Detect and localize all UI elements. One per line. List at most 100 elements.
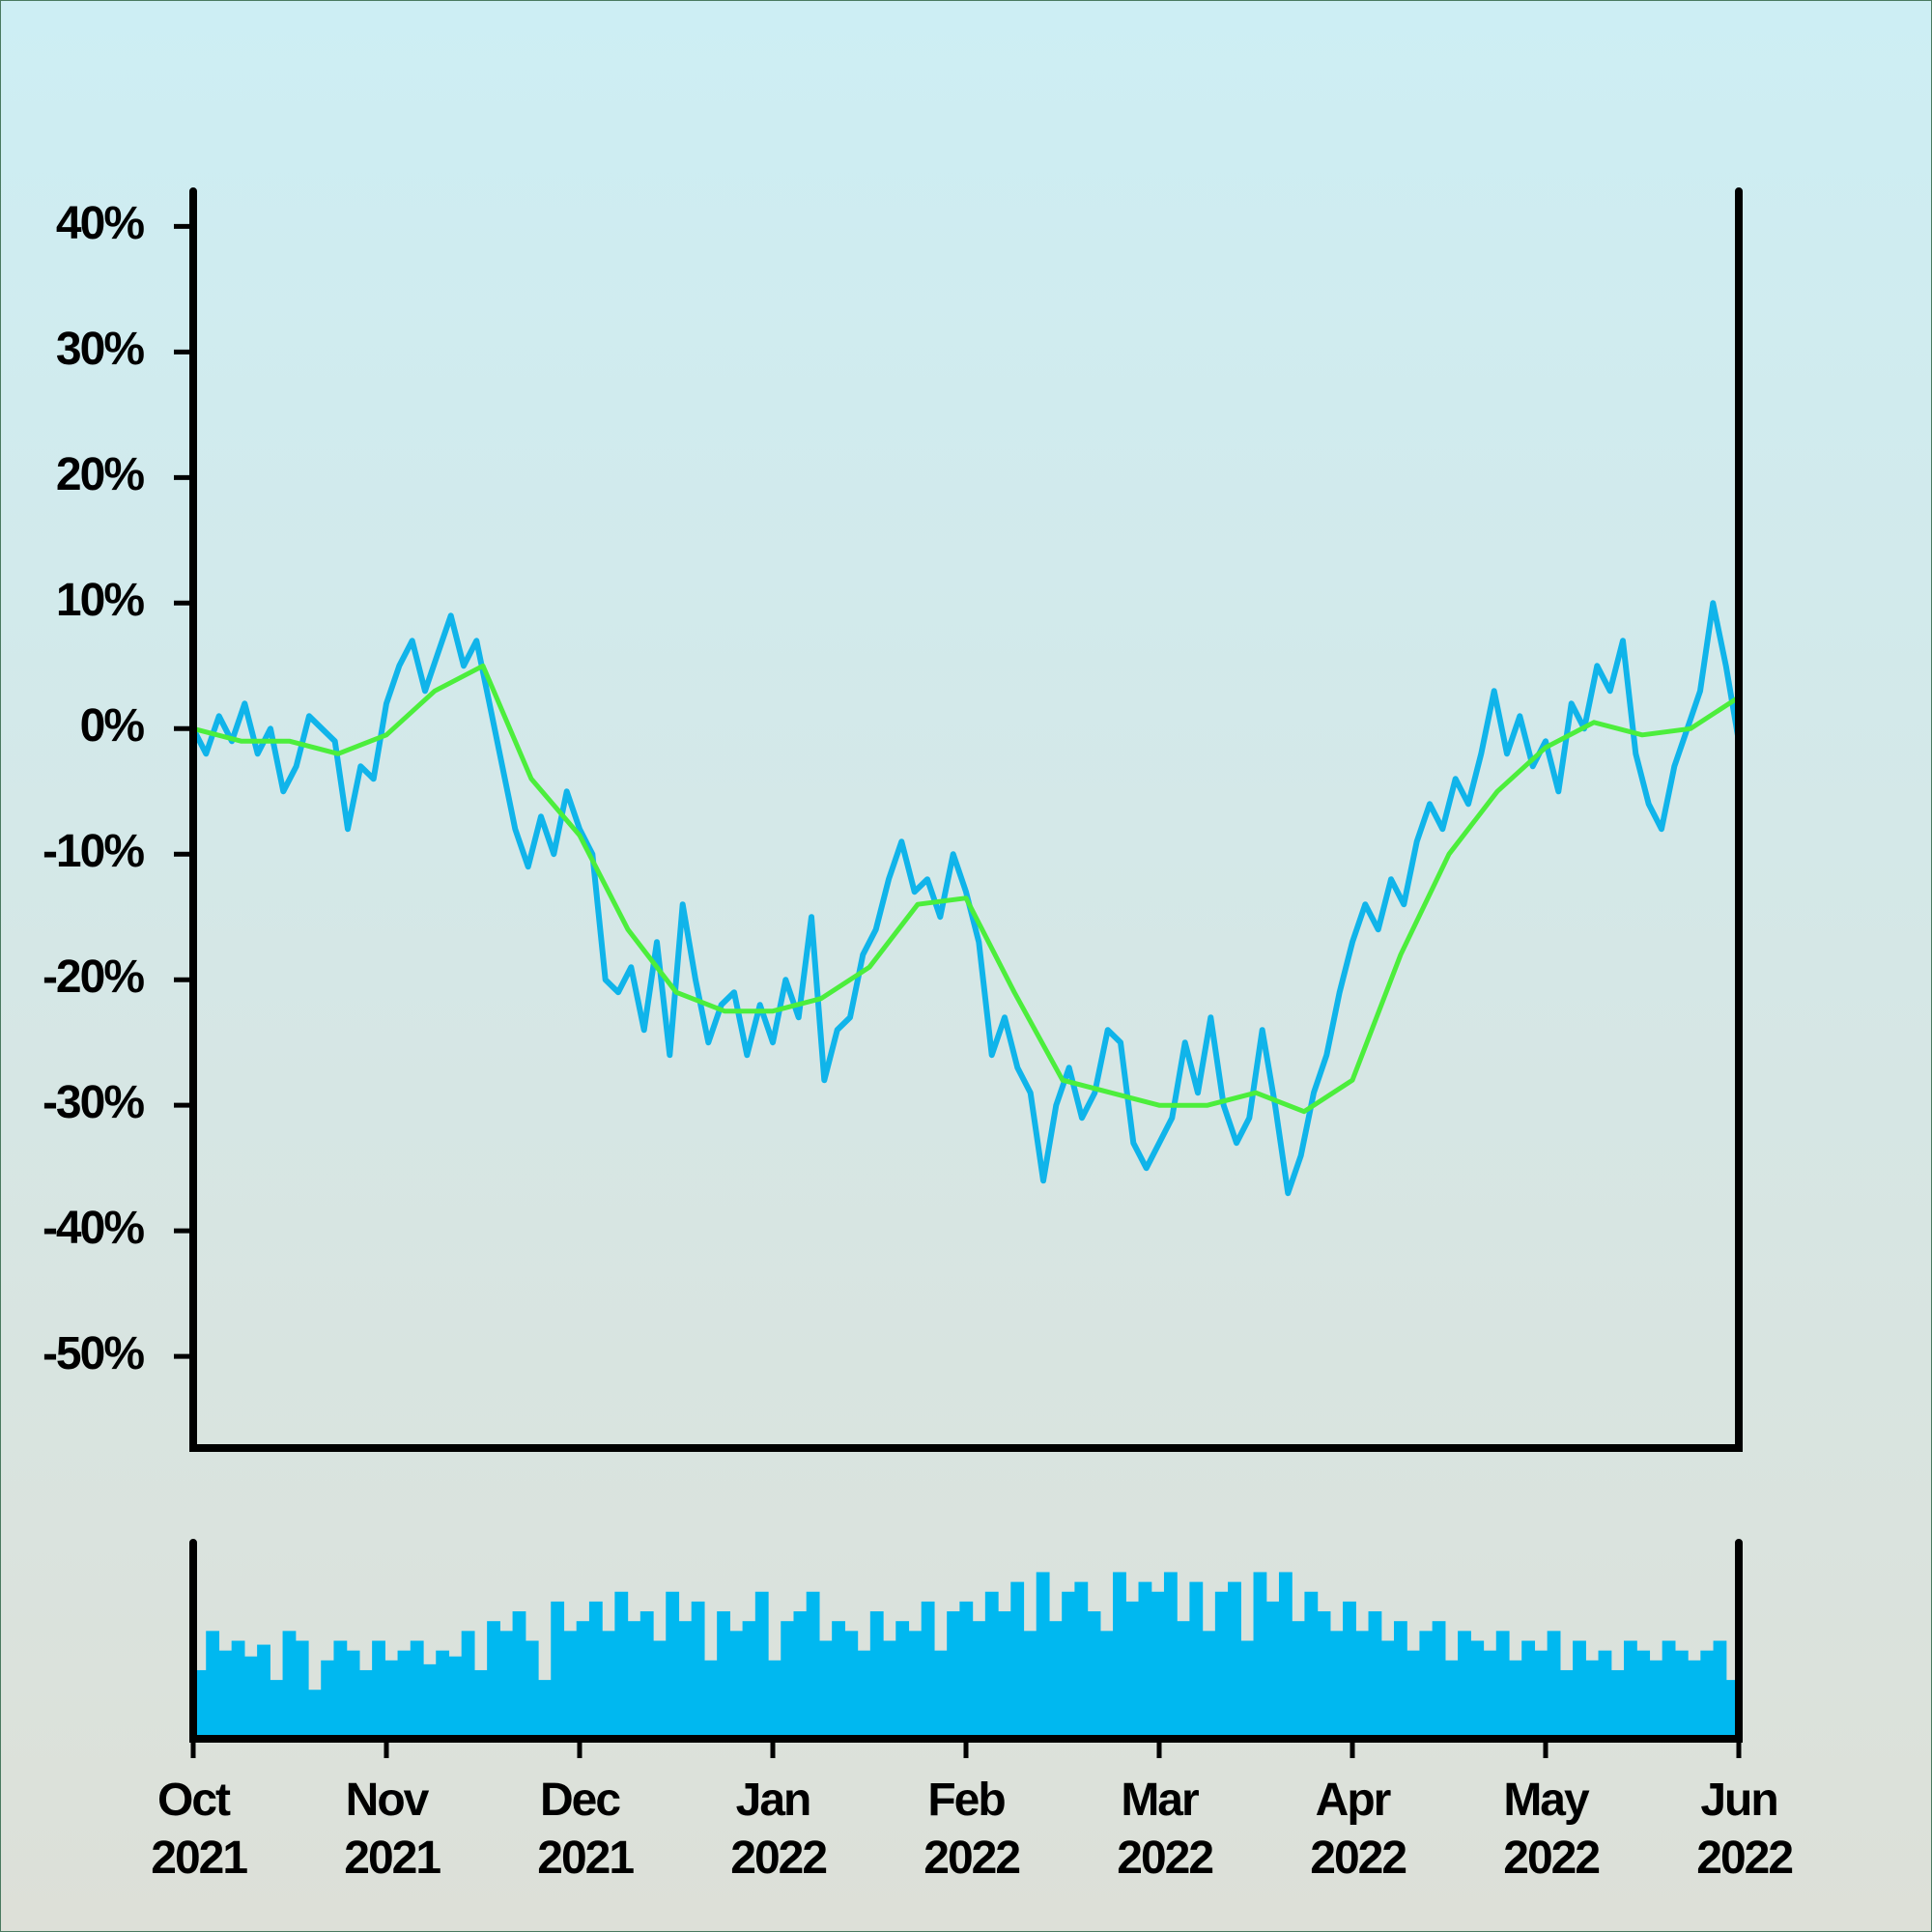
x-tick-label: Oct 2021: [140, 1775, 247, 1884]
volume-bar: [691, 1601, 705, 1739]
volume-bar: [1470, 1640, 1485, 1739]
volume-bar: [639, 1611, 654, 1739]
volume-bar: [653, 1640, 667, 1739]
volume-bar: [984, 1591, 999, 1739]
volume-bar: [1458, 1631, 1471, 1739]
volume-bar: [270, 1680, 284, 1739]
x-tick-label: Apr 2022: [1299, 1775, 1406, 1884]
volume-bar: [1368, 1611, 1382, 1739]
x-tick-label-line: 2022: [1686, 1833, 1792, 1884]
volume-bar: [243, 1656, 258, 1739]
x-tick-label-line: 2021: [333, 1833, 440, 1884]
volume-bar: [972, 1621, 986, 1739]
volume-bar: [895, 1621, 910, 1739]
volume-bar: [1559, 1669, 1574, 1739]
volume-bar: [1189, 1581, 1204, 1739]
volume-bar: [998, 1611, 1011, 1739]
x-tick-label-line: 2022: [913, 1833, 1019, 1884]
volume-bar: [295, 1640, 309, 1739]
volume-bar: [1304, 1591, 1319, 1739]
volume-bar: [1125, 1601, 1140, 1739]
volume-bar: [1432, 1621, 1446, 1739]
volume-bar: [857, 1650, 871, 1739]
volume-bar: [410, 1640, 424, 1739]
volume-bar: [883, 1640, 896, 1739]
volume-bar: [678, 1621, 693, 1739]
volume-bar: [1202, 1631, 1216, 1739]
volume-bar: [703, 1660, 718, 1739]
volume-bar: [282, 1631, 297, 1739]
volume-bar: [1177, 1621, 1191, 1739]
y-tick-label: 10%: [56, 575, 144, 626]
x-tick-label: Dec 2021: [526, 1775, 634, 1884]
volume-bar: [1023, 1631, 1037, 1739]
x-tick-label-line: 2022: [1492, 1833, 1599, 1884]
volume-bar: [1087, 1611, 1101, 1739]
x-tick-label-line: Feb: [927, 1775, 1005, 1826]
volume-bar: [397, 1650, 412, 1739]
x-tick-label-line: Jan: [736, 1775, 810, 1826]
volume-bar: [1713, 1640, 1727, 1739]
volume-bar: [1317, 1611, 1331, 1739]
volume-bar: [551, 1601, 565, 1739]
volume-bar: [1099, 1631, 1114, 1739]
volume-bar: [729, 1631, 744, 1739]
y-tick-label: -10%: [43, 826, 144, 877]
series-line: [190, 600, 1742, 1197]
y-tick-label: 30%: [56, 324, 144, 375]
volume-bar: [806, 1591, 820, 1739]
volume-bar: [321, 1660, 335, 1739]
axis-frame: [189, 187, 1743, 1452]
y-tick-label: -40%: [43, 1203, 144, 1254]
volume-bar: [1406, 1650, 1421, 1739]
volume-bar: [1610, 1669, 1625, 1739]
volume-bar: [1688, 1660, 1701, 1739]
volume-bar: [1265, 1601, 1280, 1739]
volume-bar: [1329, 1631, 1344, 1739]
volume-bar: [1380, 1640, 1395, 1739]
volume-bar: [666, 1591, 680, 1739]
volume-bar: [487, 1621, 500, 1739]
volume-bar: [947, 1611, 960, 1739]
volume-bar: [844, 1631, 859, 1739]
x-tick-label-line: Nov: [346, 1775, 430, 1826]
volume-bar: [588, 1601, 603, 1739]
volume-bar: [1700, 1650, 1715, 1739]
volume-bar: [525, 1640, 539, 1739]
x-tick-label: Feb 2022: [913, 1775, 1019, 1884]
x-tick-label: Nov 2021: [333, 1775, 440, 1884]
x-tick-label: Jan 2022: [720, 1775, 826, 1884]
volume-bar: [1138, 1581, 1152, 1739]
volume-bar: [1151, 1591, 1165, 1739]
volume-bar: [1585, 1660, 1600, 1739]
volume-bar: [576, 1621, 590, 1739]
x-tick-label-line: 2021: [140, 1833, 247, 1884]
volume-bar: [1163, 1572, 1178, 1739]
volume-bar: [358, 1669, 373, 1739]
volume-bar: [602, 1631, 615, 1739]
volume-bar: [614, 1591, 629, 1739]
volume-bar: [1036, 1572, 1050, 1739]
x-tick-label: Mar 2022: [1106, 1775, 1212, 1884]
volume-bar: [1240, 1640, 1255, 1739]
volume-bar: [1534, 1650, 1548, 1739]
x-tick-label-line: 2022: [1106, 1833, 1212, 1884]
volume-bar: [333, 1640, 348, 1739]
x-tick-label-line: May: [1503, 1775, 1590, 1826]
plot-layer: -50% -40% -30% -20% -10% 0% 10% 20% 30% 40% Oct 20…: [43, 187, 1794, 1884]
volume-bar: [832, 1621, 845, 1739]
volume-bar: [218, 1650, 233, 1739]
x-tick-label-line: Dec: [540, 1775, 620, 1826]
volume-bar: [717, 1611, 730, 1739]
series-line: [192, 663, 1741, 1115]
volume-bar: [793, 1611, 808, 1739]
volume-bar: [1292, 1621, 1306, 1739]
volume-bar: [346, 1650, 360, 1739]
x-tick-label-line: 2022: [1299, 1833, 1406, 1884]
volume-bar: [1278, 1572, 1293, 1739]
y-tick-label: 40%: [56, 198, 144, 249]
volume-bar: [1623, 1640, 1637, 1739]
volume-bar: [781, 1621, 795, 1739]
x-tick-label-line: Mar: [1121, 1775, 1199, 1826]
